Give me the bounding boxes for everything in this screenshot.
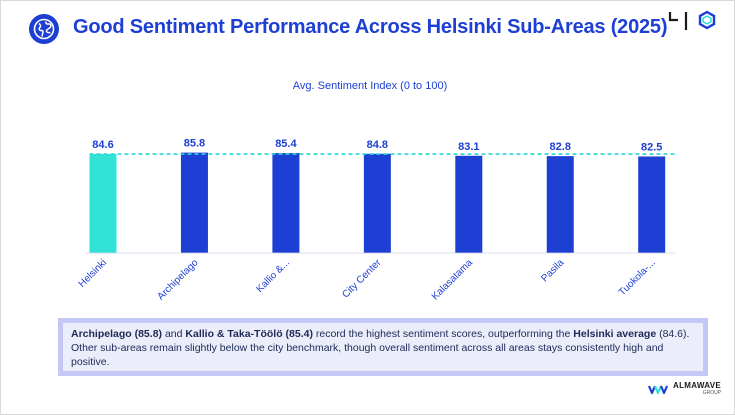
data-label: 84.6	[92, 139, 113, 151]
bar-archipelago	[180, 152, 208, 253]
bar-helsinki	[89, 154, 117, 253]
x-tick-label: Kallio &...	[254, 257, 292, 295]
x-tick-label: Archipelago	[155, 257, 200, 302]
x-tick-label: Pasila	[539, 257, 566, 284]
bar-kallio	[272, 153, 300, 253]
bar-chart: 84.6 Helsinki 85.8 Archipelago 85.4 Kallio &.…	[77, 138, 676, 302]
callout-text: record the highest sentiment scores, out…	[312, 328, 574, 340]
x-tick-label: Kalasatama	[430, 257, 475, 302]
data-label: 83.1	[458, 141, 479, 153]
wave-logo-icon	[648, 385, 669, 395]
data-label: 85.4	[275, 138, 297, 150]
chart-area: Avg. Sentiment Index (0 to 100) 84.6 Hels…	[40, 80, 700, 320]
globe-icon	[29, 14, 59, 44]
data-label: 85.8	[184, 138, 205, 150]
callout-highlight-kallio: Kallio & Taka-Töölö (85.4)	[185, 328, 313, 340]
company-logo: ALMAWAVE GROUP	[648, 382, 721, 396]
bar-tuokola	[638, 156, 666, 253]
bar-kalasatama	[455, 155, 483, 253]
data-label: 82.8	[550, 141, 571, 153]
data-label: 84.8	[367, 139, 388, 151]
x-tick-label: Tuokola-...	[617, 257, 658, 298]
data-label: 82.5	[641, 141, 662, 153]
bar-city-center	[363, 153, 391, 253]
callout-text: (84.6). Other sub-areas remain slightly …	[71, 328, 690, 368]
page-title: Good Sentiment Performance Across Helsin…	[73, 16, 668, 38]
callout-text: and	[162, 328, 186, 340]
hexagon-brand-icon	[667, 10, 723, 36]
logo-subtitle: GROUP	[702, 390, 722, 396]
callout-highlight-helsinki: Helsinki average	[573, 328, 657, 340]
bar-pasila	[546, 156, 574, 253]
insight-callout: Archipelago (85.8) and Kallio & Taka-Töö…	[58, 318, 708, 376]
x-tick-label: City Center	[340, 257, 384, 301]
logo-name: ALMAWAVE	[673, 381, 722, 390]
callout-highlight-archipelago: Archipelago (85.8)	[71, 328, 163, 340]
x-tick-label: Helsinki	[77, 257, 110, 290]
y-axis-label: Avg. Sentiment Index (0 to 100)	[292, 80, 448, 92]
